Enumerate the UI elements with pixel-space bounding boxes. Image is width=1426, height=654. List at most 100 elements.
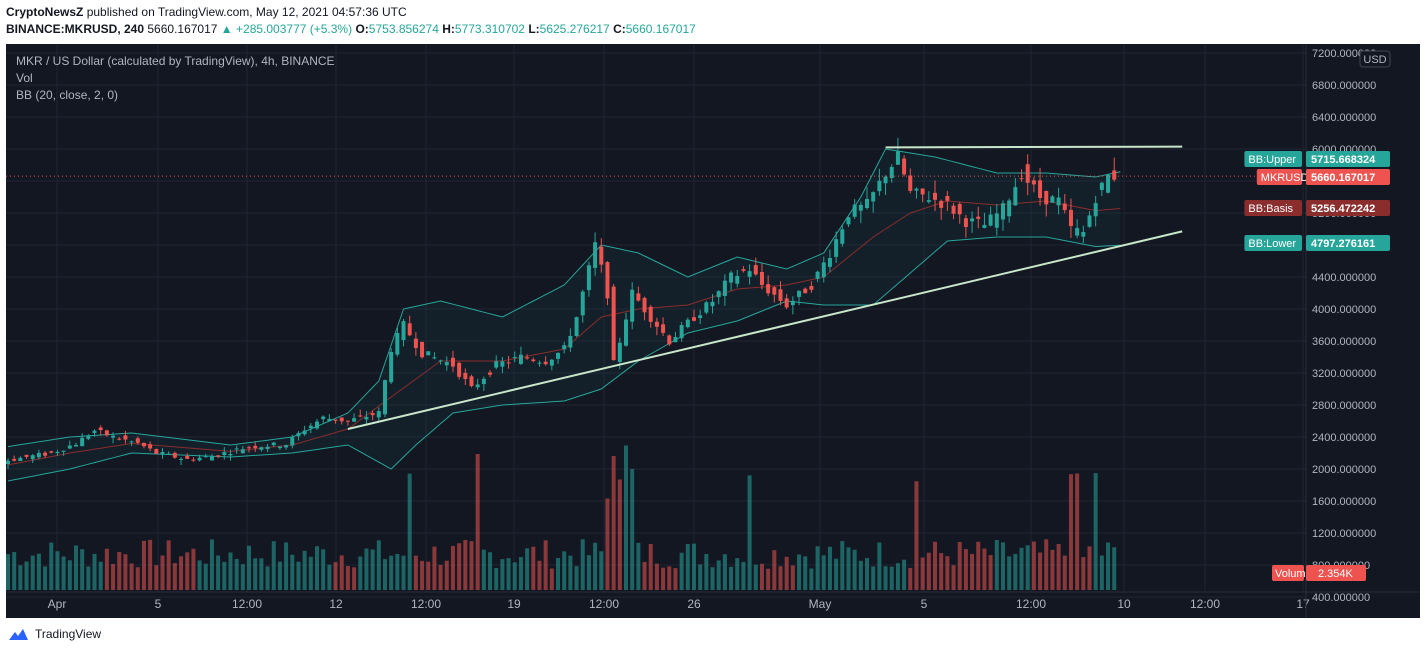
candle-body [691,317,696,321]
candle-body [6,460,10,465]
volume-bar [123,554,128,590]
volume-bar [902,559,907,590]
volume-bar [240,564,245,590]
volume-bar [871,566,876,590]
tradingview-logo[interactable]: TradingView [6,627,101,641]
candle-body [883,176,888,184]
candle-body [939,200,944,208]
volume-bar [920,557,925,590]
candle-body [753,265,758,275]
volume-bar [67,560,72,590]
price-label-value-bg [1306,151,1390,167]
candle-body [797,290,802,297]
volume-bar [148,539,153,590]
volume-bar [895,563,900,590]
price-chart[interactable]: 7200.0000006800.0000006400.0000006000.00… [6,44,1420,618]
chart-area[interactable]: 7200.000000 6800.000000 6400.000000 6000.00… [6,44,1420,618]
candle-body [722,280,727,297]
price-change: ▲ +285.003777 (+5.3%) [220,22,353,36]
tradingview-brand: TradingView [35,627,102,641]
candle-body [209,456,214,461]
volume-bar [500,559,505,590]
candle-body [556,352,561,359]
volume-bar [593,542,598,590]
volume-bar [976,541,981,590]
candle-body [426,351,431,356]
candle-body [488,372,493,375]
volume-bar [172,563,177,590]
volume-bar [821,555,826,590]
x-tick-label: 12:00 [1190,597,1220,611]
candle-body [1031,180,1036,185]
candle-body [166,453,171,455]
candle-body [778,289,783,301]
candle-body [1007,200,1012,217]
candle-body [24,454,29,457]
volume-bar [141,540,146,590]
publisher-name[interactable]: CryptoNewsZ [6,5,84,19]
candle-body [704,302,709,313]
candle-body [284,445,289,448]
volume-bar [469,541,474,590]
candle-body [679,325,684,339]
volume-bar [1062,555,1067,590]
candle-body [1000,203,1005,220]
open-label: O: [355,22,369,36]
legend-volume: Vol [16,71,33,85]
volume-bar [642,561,647,590]
candle-body [432,357,437,359]
candle-body [1106,174,1111,193]
volume-bar [1068,474,1073,590]
volume-bar [407,473,412,590]
candle-body [1099,182,1104,190]
candle-body [926,200,931,202]
price-label-value: 4797.276161 [1311,238,1375,250]
volume-bar [747,475,752,590]
volume-bar [957,542,962,590]
candle-body [809,286,814,290]
candle-body [902,158,907,175]
candle-body [1038,180,1043,198]
volume-label-value-bg [1306,565,1366,581]
volume-bar [1050,549,1055,590]
volume-bar [55,551,60,590]
volume-bar [6,554,10,590]
price-label-value-bg [1306,235,1390,251]
volume-bar [166,540,171,590]
volume-bar [580,539,585,590]
candle-body [111,435,116,438]
candle-body [661,324,666,333]
x-tick-label: 12:00 [1016,597,1046,611]
candle-body [667,335,672,345]
volume-bar [994,539,999,590]
volume-bar [710,567,715,590]
x-tick-label: 10 [1117,597,1131,611]
candle-body [895,151,900,165]
volume-bar [426,561,431,590]
volume-bar [803,556,808,590]
candle-body [420,341,425,358]
candle-body [790,300,795,306]
candle-body [364,416,369,420]
currency-badge [1359,50,1391,68]
high-value: 5773.310702 [454,22,525,36]
volume-bar [179,556,184,590]
volume-bar [605,498,610,590]
volume-bar [191,548,196,590]
volume-bar [382,559,387,590]
volume-bar [1025,545,1030,590]
candle-body [185,455,190,459]
candle-body [506,362,511,364]
volume-bar [197,560,202,590]
volume-bar [858,560,863,590]
candle-body [772,287,777,295]
candle-body [457,362,462,377]
publish-text: published on TradingView.com, May 12, 20… [86,5,407,19]
volume-bar [296,561,301,590]
currency-badge-text: USD [1363,54,1386,66]
volume-bar [228,552,233,590]
legend-title: MKR / US Dollar (calculated by TradingVi… [16,54,335,68]
volume-bar [432,546,437,590]
candle-body [444,362,449,366]
candle-body [624,319,628,346]
